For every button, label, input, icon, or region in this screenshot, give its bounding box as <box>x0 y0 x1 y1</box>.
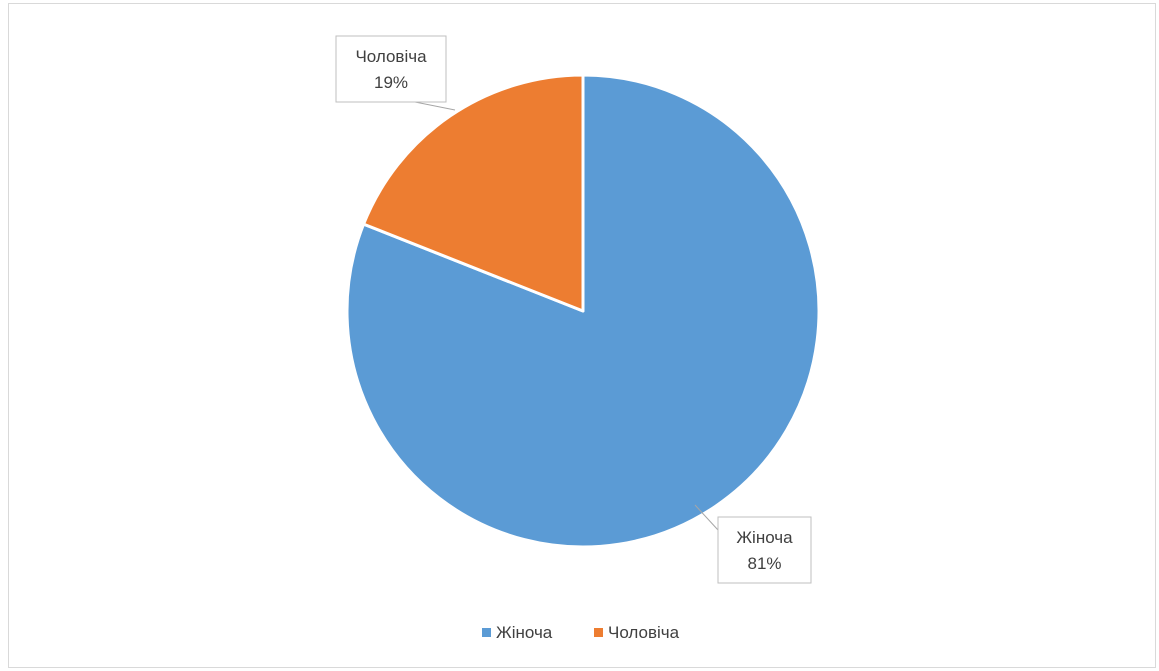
pie-slice-2 <box>362 73 585 313</box>
data-label-category-1: Жіноча <box>736 528 793 547</box>
data-label-category-2: Чоловіча <box>355 47 427 66</box>
label-leader-line-2 <box>414 101 456 111</box>
data-label-box-2 <box>335 35 447 103</box>
legend-label-1: Жіноча <box>496 623 553 642</box>
legend-swatch-2 <box>594 628 603 637</box>
data-label-percent-1: 81% <box>747 554 781 573</box>
legend-label-2: Чоловіча <box>608 623 680 642</box>
label-leader-line-1 <box>694 504 719 531</box>
legend-swatch-1 <box>482 628 491 637</box>
data-label-box-1 <box>717 516 812 584</box>
data-label-percent-2: 19% <box>374 73 408 92</box>
